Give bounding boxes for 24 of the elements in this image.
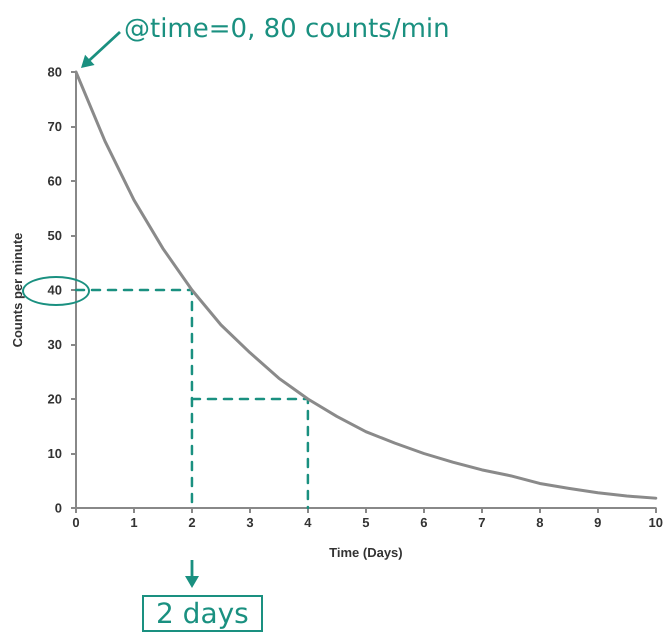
x-tick-label: 5 — [362, 515, 370, 530]
x-tick-label: 10 — [648, 515, 664, 530]
text: 2 days — [142, 595, 263, 632]
y-tick-label: 10 — [48, 446, 62, 461]
x-tick-label: 6 — [420, 515, 428, 530]
y-tick-label: 70 — [48, 119, 62, 134]
x-tick-label: 9 — [594, 515, 602, 530]
y-tick-label: 40 — [48, 282, 62, 298]
x-tick-label: 8 — [536, 515, 544, 530]
x-tick-label: 7 — [478, 515, 486, 530]
x-tick-label: 0 — [72, 515, 80, 530]
y-tick-label: 20 — [48, 392, 62, 406]
x-tick-label: 2 — [188, 515, 196, 530]
x-axis-title: Time (Days) — [329, 545, 403, 560]
annotation: @time=0, 80 counts/min — [124, 14, 450, 44]
y-tick-label: 30 — [48, 337, 62, 352]
x-tick-label: 4 — [304, 515, 312, 530]
y-tick-label: 60 — [48, 174, 62, 188]
x-tick-label: 1 — [130, 515, 138, 530]
y-axis-title: Counts per minute — [10, 232, 25, 348]
y-tick-label: 50 — [48, 228, 62, 243]
x-tick-label: 3 — [246, 515, 254, 530]
y-tick-label: 80 — [48, 64, 62, 80]
y-tick-label: 0 — [54, 500, 62, 516]
